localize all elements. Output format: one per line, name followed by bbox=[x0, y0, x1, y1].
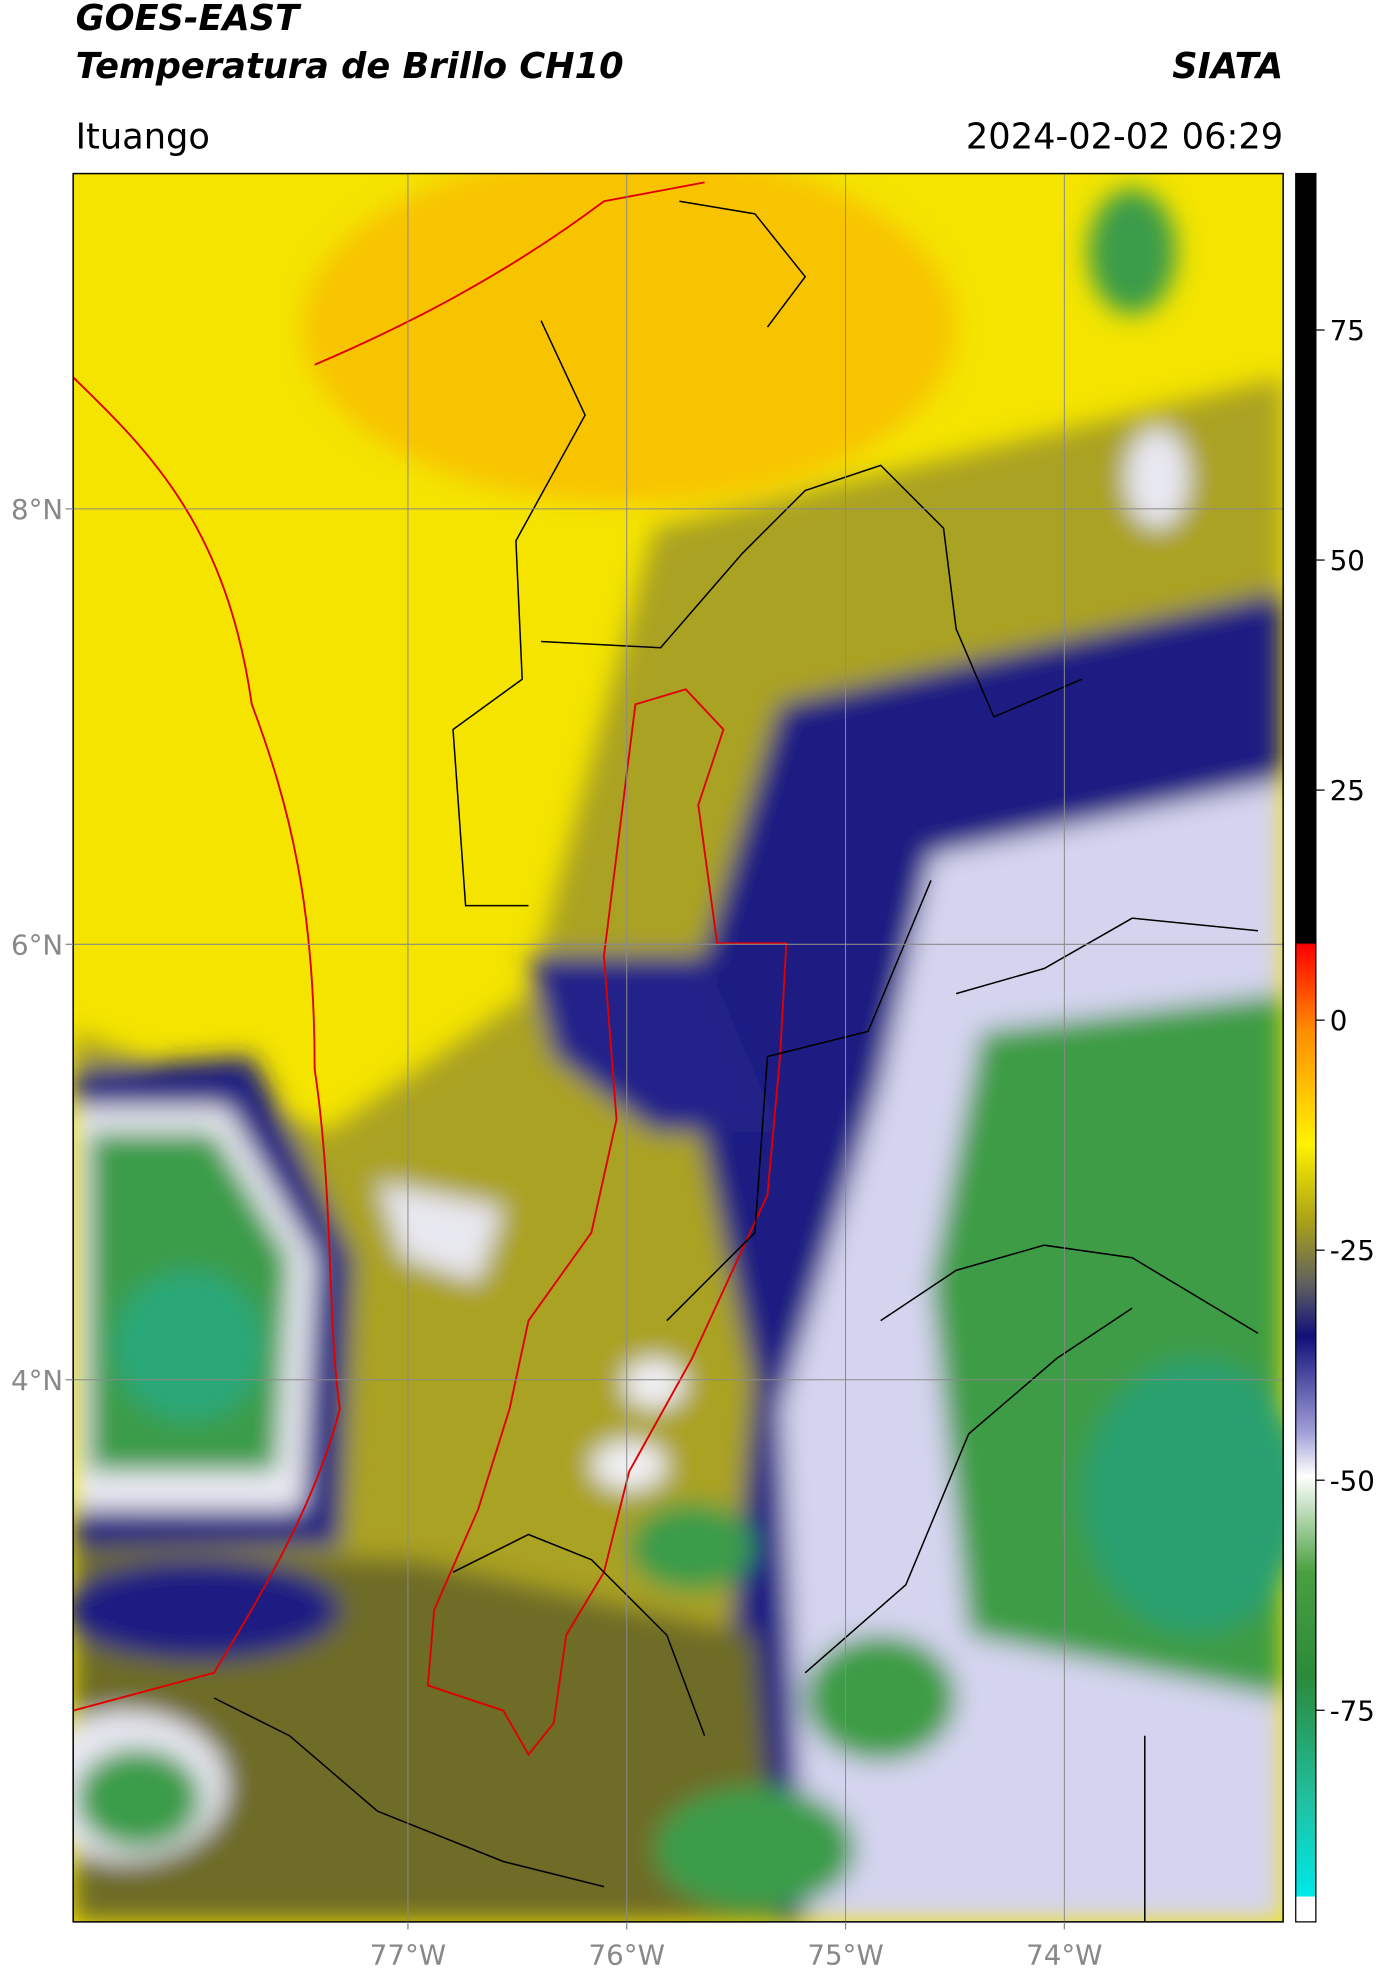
y-tick-label: 4°N bbox=[11, 1364, 63, 1397]
colorbar bbox=[1295, 172, 1317, 1923]
y-tick-label: 8°N bbox=[11, 493, 63, 526]
title: GOES-EAST bbox=[76, 0, 302, 39]
x-tick-label: 75°W bbox=[807, 1939, 883, 1972]
subtitle: Temperatura de Brillo CH10 bbox=[76, 46, 624, 87]
region: Ituango bbox=[76, 116, 210, 157]
colorbar-tick-label: 75 bbox=[1330, 314, 1365, 347]
x-tick-label: 74°W bbox=[1026, 1939, 1102, 1972]
datetime: 2024-02-02 06:29 bbox=[966, 116, 1283, 157]
colorbar-tick-label: -50 bbox=[1330, 1464, 1375, 1497]
source: SIATA bbox=[1172, 46, 1283, 87]
satellite-image bbox=[73, 173, 1284, 1922]
x-tick-label: 76°W bbox=[589, 1939, 665, 1972]
y-tick-label: 6°N bbox=[11, 928, 63, 961]
colorbar-tick-label: 50 bbox=[1330, 544, 1365, 577]
graticule bbox=[73, 173, 1284, 1922]
colorbar-tick-label: -75 bbox=[1330, 1694, 1375, 1727]
map-frame bbox=[72, 172, 1284, 1923]
x-tick-label: 77°W bbox=[370, 1939, 446, 1972]
colorbar-tick-label: 0 bbox=[1330, 1004, 1348, 1037]
colorbar-tick-label: 25 bbox=[1330, 774, 1365, 807]
colorbar-tick-label: -25 bbox=[1330, 1234, 1375, 1267]
